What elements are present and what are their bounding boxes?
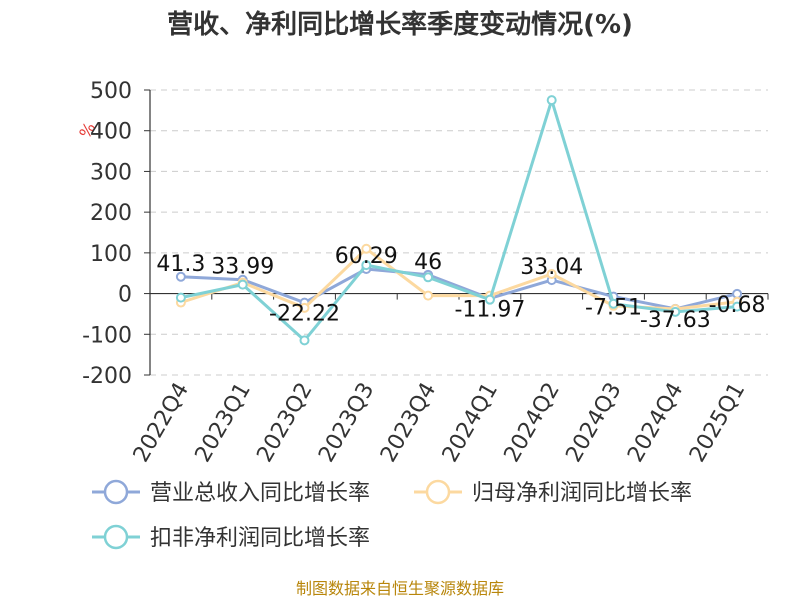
series-line-1 <box>180 267 738 311</box>
series-3-point <box>546 95 557 106</box>
x-tick-label: 2023Q3 <box>314 379 379 467</box>
series-2-point <box>546 269 557 280</box>
y-tick-label: 100 <box>90 242 132 267</box>
data-labels: 41.3 33.99 -22.22 60.29 46 -11.97 33.04-7.51-3… <box>156 244 765 333</box>
y-tick-label: 200 <box>90 201 132 226</box>
data-label: -37.63 <box>640 308 711 333</box>
data-label: -7.51 <box>585 296 642 321</box>
grid <box>150 89 768 376</box>
series-3-point <box>175 292 186 303</box>
legend-label: 营业总收入同比增长率 <box>150 481 370 506</box>
y-tick-label: 400 <box>90 120 132 145</box>
series-1-point <box>175 271 186 282</box>
x-tick-label: 2024Q1 <box>438 379 503 467</box>
x-tick-label: 2023Q1 <box>191 379 256 467</box>
data-label: -11.97 <box>454 297 525 322</box>
x-tick-label: 2022Q4 <box>129 379 194 467</box>
series-2-point <box>299 302 310 313</box>
series-3-point <box>670 306 681 317</box>
x-tick-label: 2024Q3 <box>561 379 626 467</box>
data-label: 41.3 <box>156 252 205 277</box>
y-tick-label: -100 <box>82 323 132 348</box>
chart-title: 营收、净利同比增长率季度变动情况(%) <box>167 9 633 40</box>
y-tick-label: 300 <box>90 160 132 185</box>
series-3-point <box>484 294 495 305</box>
data-label: 33.04 <box>520 255 583 280</box>
series-3-point <box>608 298 619 309</box>
series-line-3 <box>180 98 738 342</box>
data-label: 33.99 <box>211 255 274 280</box>
x-tick-label: 2025Q1 <box>685 379 750 467</box>
legend-label: 归母净利润同比增长率 <box>472 481 692 506</box>
source-note: 制图数据来自恒生聚源数据库 <box>296 579 504 598</box>
series-3-point <box>423 272 434 283</box>
series-3-point <box>299 335 310 346</box>
legend-marker <box>103 479 129 505</box>
data-label: 46 <box>414 250 442 275</box>
y-tick-label: 500 <box>90 79 132 104</box>
data-label: -22.22 <box>269 302 340 327</box>
x-tick-label: 2023Q2 <box>252 379 317 467</box>
series-2-point <box>423 290 434 301</box>
y-tick-label: -200 <box>82 364 132 389</box>
data-label: 60.29 <box>335 244 398 269</box>
x-tick-label: 2024Q4 <box>623 379 688 467</box>
data-label: -0.68 <box>709 293 766 318</box>
x-tick-label: 2023Q4 <box>376 379 441 467</box>
legend-label: 扣非净利润同比增长率 <box>150 526 370 551</box>
series-3-point <box>732 301 743 312</box>
series-2-point <box>361 243 372 254</box>
legend-marker <box>103 524 129 550</box>
series-layer <box>175 95 743 346</box>
y-tick-label: 0 <box>118 283 132 308</box>
series-3-point <box>237 279 248 290</box>
series-3-point <box>361 260 372 271</box>
x-tick-label: 2024Q2 <box>500 379 565 467</box>
legend-marker <box>425 479 451 505</box>
